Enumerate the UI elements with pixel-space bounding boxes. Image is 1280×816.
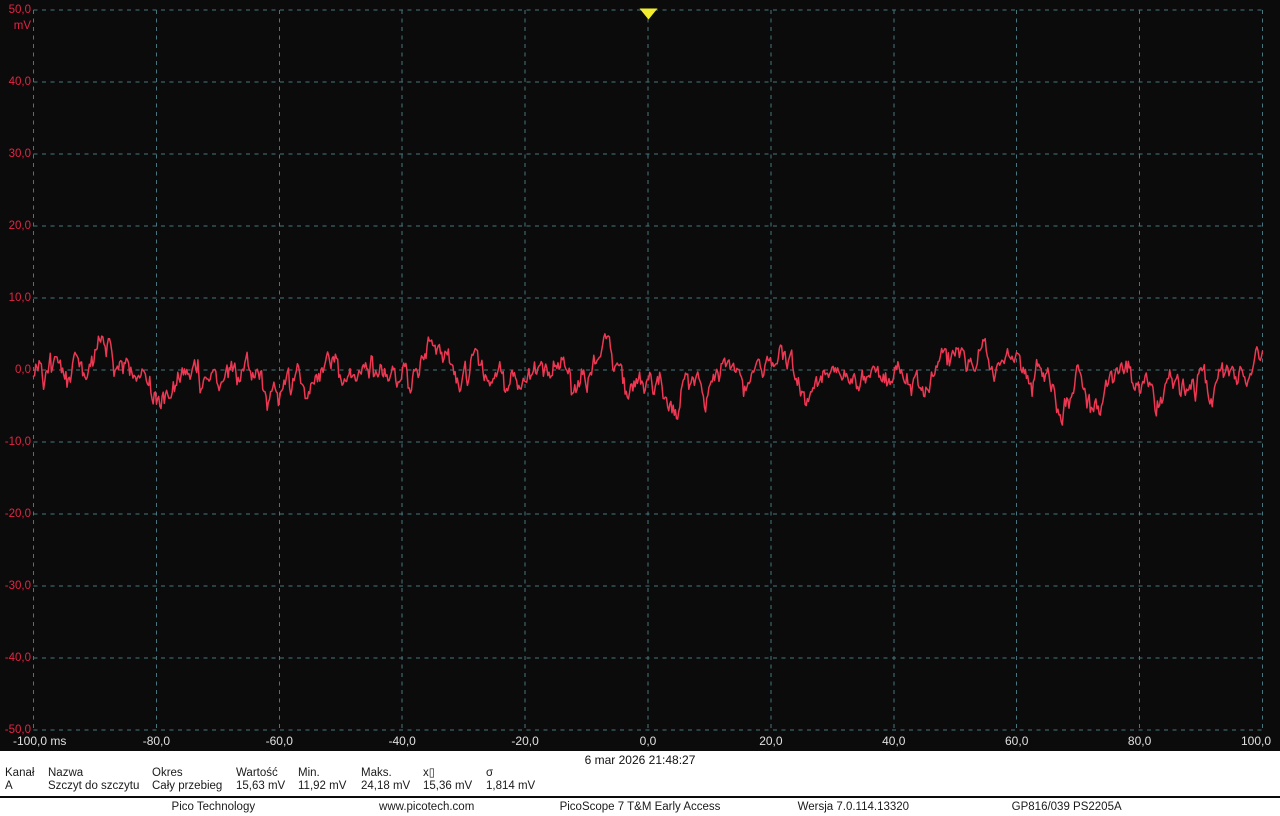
footer-item: Wersja 7.0.114.13320 <box>797 801 910 813</box>
grid <box>33 9 1263 731</box>
y-axis-tick-label: 0,0 <box>15 364 31 376</box>
x-axis-tick-label: -80,0 <box>142 734 171 748</box>
measurement-header-cell: Maks. <box>361 767 392 779</box>
y-axis-tick-label: -10,0 <box>4 436 31 448</box>
y-axis-tick-label: 20,0 <box>8 220 31 232</box>
waveform-plot[interactable] <box>0 0 1280 751</box>
y-axis-tick-label: 30,0 <box>8 148 31 160</box>
y-axis-tick-label: -30,0 <box>4 580 31 592</box>
y-axis-unit: mV <box>13 20 31 32</box>
measurement-value-cell: 15,63 mV <box>236 780 286 792</box>
measurement-value-cell: 1,814 mV <box>486 780 536 792</box>
x-axis-tick-label: 0,0 <box>639 734 657 748</box>
measurement-header-cell: Kanał <box>5 767 35 779</box>
footer-item: www.picotech.com <box>379 801 475 813</box>
footer-item: Pico Technology <box>171 801 256 813</box>
measurement-header-cell: Min. <box>298 767 320 779</box>
measurement-header-cell: x▯ <box>423 767 436 779</box>
footer-item: GP816/039 PS2205A <box>1011 801 1122 813</box>
x-axis-tick-label: -60,0 <box>265 734 293 748</box>
y-axis-tick-label: -40,0 <box>4 652 31 664</box>
y-axis-tick-label: 50,0 <box>8 4 31 16</box>
x-axis-tick-label: 100,0 <box>1240 734 1271 748</box>
y-axis-tick-label: 40,0 <box>8 76 31 88</box>
measurement-header-cell: Nazwa <box>48 767 84 779</box>
measurement-header-cell: σ <box>486 767 494 779</box>
x-axis-tick-label: 40,0 <box>882 734 906 748</box>
measurement-header-cell: Okres <box>152 767 183 779</box>
footer-item: PicoScope 7 T&M Early Access <box>559 801 721 813</box>
timestamp: 6 mar 2026 21:48:27 <box>584 753 696 767</box>
x-axis-tick-label: 60,0 <box>1005 734 1029 748</box>
footer-divider <box>0 796 1280 798</box>
x-axis-tick-label: 20,0 <box>759 734 783 748</box>
y-axis-tick-label: -50,0 <box>4 724 31 736</box>
measurement-value-cell: Szczyt do szczytu <box>48 780 140 792</box>
info-strip: 6 mar 2026 21:48:27 Kanał Nazwa Okres Warto… <box>0 751 1280 816</box>
measurement-value-cell: 11,92 mV <box>298 780 347 792</box>
y-axis-tick-label: 10,0 <box>8 292 31 304</box>
x-axis-tick-label: -20,0 <box>511 734 539 748</box>
scope-view[interactable]: 50,0 40,0 30,0 20,0 10,0 0,0 -10,0 -20,0 -30,0 -4… <box>0 0 1280 751</box>
trigger-marker[interactable] <box>639 8 658 20</box>
y-axis-tick-label: -20,0 <box>4 508 31 520</box>
measurement-value-cell: Cały przebieg <box>152 780 223 792</box>
measurements-header-row: Kanał Nazwa Okres Wartość Min. Maks. x▯ σ <box>0 767 1280 780</box>
measurement-header-cell: Wartość <box>236 767 278 779</box>
x-axis-tick-label: 80,0 <box>1127 734 1152 748</box>
footer-bar: Pico Technology www.picotech.com PicoScope… <box>0 800 1280 815</box>
x-axis-tick-label: -40,0 <box>388 734 416 748</box>
measurement-value-cell: 24,18 mV <box>361 780 411 792</box>
x-axis-tick-label: -100,0 ms <box>13 734 67 748</box>
measurement-row[interactable]: A Szczyt do szczytu Cały przebieg 15,63 mV 1… <box>0 780 1280 793</box>
measurement-value-cell: 15,36 mV <box>423 780 473 792</box>
channel-a-trace <box>32 333 1264 426</box>
measurement-value-cell: A <box>5 780 13 792</box>
